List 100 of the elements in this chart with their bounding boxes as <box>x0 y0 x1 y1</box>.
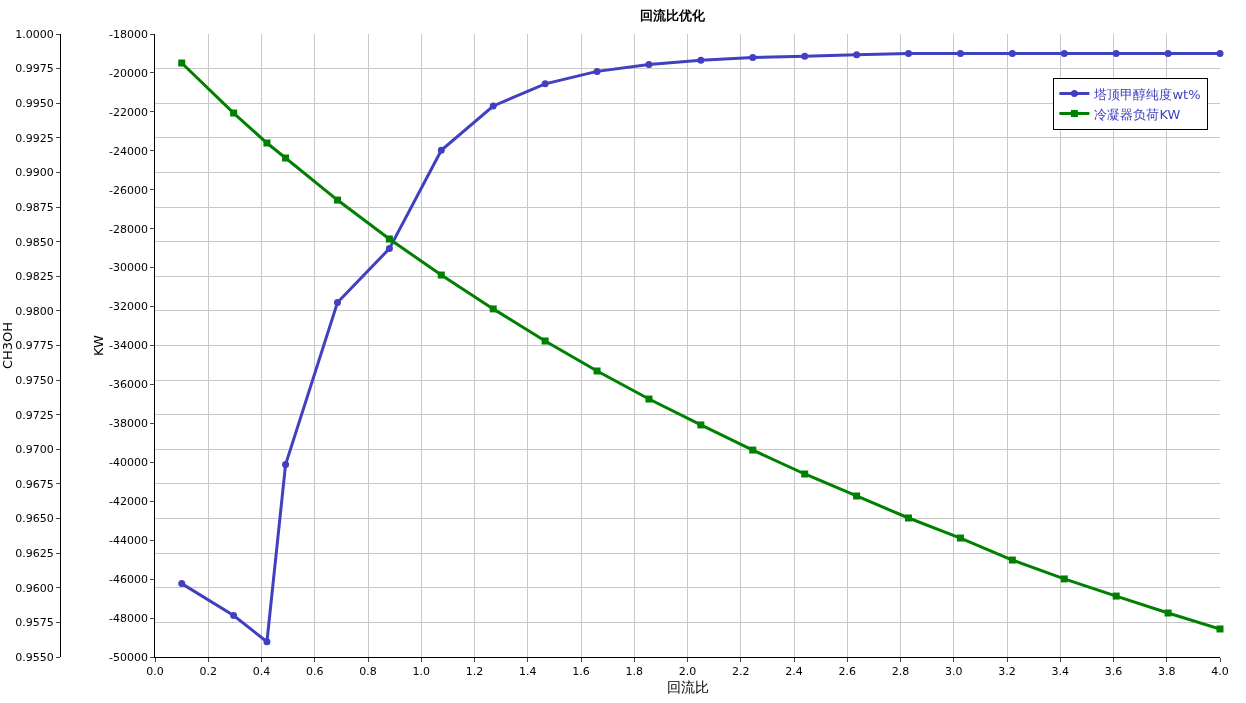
x-tick-label: 1.0 <box>412 665 431 679</box>
y-tick-label: 0.9575 <box>15 616 54 630</box>
point <box>749 446 757 454</box>
y2-tick-label: -24000 <box>108 144 148 158</box>
point <box>905 514 913 522</box>
point <box>593 367 601 375</box>
point <box>333 196 341 204</box>
point <box>385 245 393 253</box>
y-tick-label: 0.9875 <box>15 200 54 214</box>
y2-tick-label: -48000 <box>108 611 148 625</box>
y-tick-label: 0.9800 <box>15 304 54 318</box>
point <box>853 51 861 59</box>
y-tick-label: 0.9750 <box>15 373 54 387</box>
x-tick-label: 2.2 <box>732 665 750 679</box>
y-tick-label: 0.9650 <box>15 512 54 526</box>
chart-title: 回流比优化 <box>640 7 707 23</box>
point <box>956 49 964 57</box>
point <box>853 492 861 500</box>
point <box>593 67 601 75</box>
point <box>956 534 964 542</box>
point <box>541 80 549 88</box>
y-tick-label: 0.9700 <box>15 443 54 457</box>
y2-tick-label: -42000 <box>108 495 148 509</box>
point <box>801 52 809 60</box>
y-tick-label: 0.9950 <box>15 97 54 111</box>
x-tick-label: 2.6 <box>838 665 857 679</box>
point <box>263 139 271 147</box>
x-tick-label: 0.4 <box>252 665 271 679</box>
y2-tick-label: -20000 <box>108 66 148 80</box>
x-tick-label: 4.0 <box>1211 665 1229 679</box>
y2-tick-label: -36000 <box>108 378 148 392</box>
x-tick-label: 3.2 <box>998 665 1016 679</box>
point <box>1112 592 1120 600</box>
point <box>1112 49 1120 57</box>
point <box>1060 49 1068 57</box>
y-tick-label: 0.9600 <box>15 581 54 595</box>
point <box>645 395 653 403</box>
y2-tick-label: -46000 <box>108 572 148 586</box>
y2-tick-label: -22000 <box>108 105 148 119</box>
point <box>1164 609 1172 617</box>
x-tick-label: 3.6 <box>1104 665 1123 679</box>
point <box>1216 49 1224 57</box>
point <box>282 461 290 469</box>
point <box>645 60 653 68</box>
y2-axis-title: KW <box>90 334 106 356</box>
y2-tick-label: -40000 <box>108 456 148 470</box>
y-tick-label: 0.9675 <box>15 477 54 491</box>
y-tick-label: 0.9925 <box>15 131 54 145</box>
point <box>1216 625 1224 633</box>
point <box>178 580 186 588</box>
point <box>230 611 238 619</box>
x-tick-label: 1.6 <box>572 665 590 679</box>
point <box>1008 49 1016 57</box>
point <box>385 235 393 243</box>
point <box>437 271 445 279</box>
y2-tick-label: -34000 <box>108 339 148 353</box>
x-tick-label: 2.4 <box>785 665 803 679</box>
point <box>697 56 705 64</box>
point <box>541 337 549 345</box>
point <box>801 470 809 478</box>
point <box>230 109 238 117</box>
y-tick-label: 0.9900 <box>15 166 54 180</box>
y-tick-label: 0.9775 <box>15 339 54 353</box>
y-tick-label: 1.0000 <box>15 27 54 41</box>
x-tick-label: 1.4 <box>519 665 537 679</box>
y2-tick-label: -26000 <box>108 183 148 197</box>
x-tick-label: 2.8 <box>891 665 910 679</box>
x-tick-label: 1.2 <box>465 665 484 679</box>
y2-tick-label: -32000 <box>108 300 148 314</box>
legend-label: 塔顶甲醇纯度wt% <box>1093 86 1201 102</box>
y-tick-label: 0.9825 <box>15 270 54 284</box>
point <box>1164 49 1172 57</box>
y-tick-label: 0.9725 <box>15 408 54 422</box>
point <box>489 305 497 313</box>
y-tick-label: 0.9850 <box>15 235 54 249</box>
x-tick-label: 0.2 <box>199 665 218 679</box>
x-tick-label: 3.4 <box>1051 665 1070 679</box>
y-axis-title: CH3OH <box>0 321 15 370</box>
y2-tick-label: -30000 <box>108 261 148 275</box>
y-tick-label: 0.9550 <box>15 650 54 664</box>
point <box>333 299 341 307</box>
point <box>905 49 913 57</box>
point <box>1060 575 1068 583</box>
point <box>263 638 271 646</box>
y2-tick-label: -18000 <box>108 27 148 41</box>
point <box>697 421 705 429</box>
point <box>282 154 290 162</box>
x-tick-label: 0.0 <box>146 665 164 679</box>
x-tick-label: 3.0 <box>945 665 963 679</box>
point <box>1008 556 1016 564</box>
y2-tick-label: -50000 <box>108 650 148 664</box>
x-tick-label: 1.8 <box>625 665 644 679</box>
legend-label: 冷凝器负荷KW <box>1094 106 1181 122</box>
x-tick-label: 3.8 <box>1158 665 1176 679</box>
point <box>178 59 186 67</box>
y2-tick-label: -44000 <box>108 534 148 548</box>
y2-tick-label: -38000 <box>108 417 148 431</box>
x-tick-label: 0.6 <box>306 665 324 679</box>
y2-tick-label: -28000 <box>108 222 148 236</box>
point <box>489 102 497 110</box>
